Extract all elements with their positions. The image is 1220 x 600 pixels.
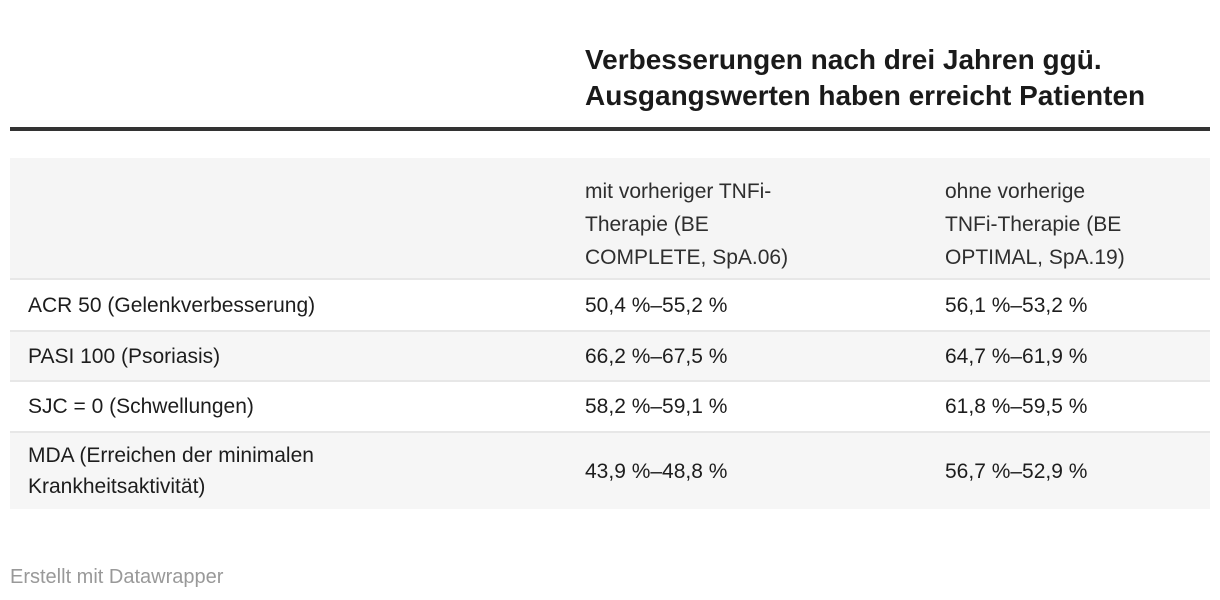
table-row: PASI 100 (Psoriasis) 66,2 %–67,5 % 64,7 … bbox=[10, 330, 1210, 380]
row-label: MDA (Erreichen der minimalen Krankheitsa… bbox=[28, 444, 314, 498]
value-without-tnfi: 61,8 %–59,5 % bbox=[945, 395, 1088, 418]
table-row: ACR 50 (Gelenkverbesserung) 50,4 %–55,2 … bbox=[10, 278, 1210, 330]
header-cell-without-tnfi: ohne vorherige TNFi-Therapie (BE OPTIMAL… bbox=[945, 180, 1125, 269]
chart-title: Verbesserungen nach drei Jahren ggü. Aus… bbox=[585, 44, 1146, 111]
row-label: SJC = 0 (Schwellungen) bbox=[28, 395, 254, 418]
value-without-tnfi: 56,7 %–52,9 % bbox=[945, 459, 1088, 483]
header-cell-empty bbox=[10, 158, 585, 278]
value-with-tnfi: 43,9 %–48,8 % bbox=[585, 459, 728, 483]
value-without-tnfi: 64,7 %–61,9 % bbox=[945, 344, 1088, 368]
value-with-tnfi: 66,2 %–67,5 % bbox=[585, 344, 728, 368]
value-without-tnfi: 56,1 %–53,2 % bbox=[945, 293, 1088, 317]
title-divider-rule bbox=[10, 127, 1210, 131]
row-label: ACR 50 (Gelenkverbesserung) bbox=[28, 293, 316, 317]
value-with-tnfi: 50,4 %–55,2 % bbox=[585, 293, 728, 317]
table-row: SJC = 0 (Schwellungen) 58,2 %–59,1 % 61,… bbox=[10, 380, 1210, 431]
row-label: PASI 100 (Psoriasis) bbox=[28, 344, 221, 368]
table-header-row: mit vorheriger TNFi- Therapie (BE COMPLE… bbox=[10, 158, 1210, 278]
datawrapper-credit-link[interactable]: Erstellt mit Datawrapper bbox=[10, 566, 224, 588]
data-table: mit vorheriger TNFi- Therapie (BE COMPLE… bbox=[10, 158, 1210, 509]
table-row: MDA (Erreichen der minimalen Krankheitsa… bbox=[10, 431, 1210, 509]
header-cell-with-tnfi: mit vorheriger TNFi- Therapie (BE COMPLE… bbox=[585, 180, 789, 269]
value-with-tnfi: 58,2 %–59,1 % bbox=[585, 395, 728, 418]
